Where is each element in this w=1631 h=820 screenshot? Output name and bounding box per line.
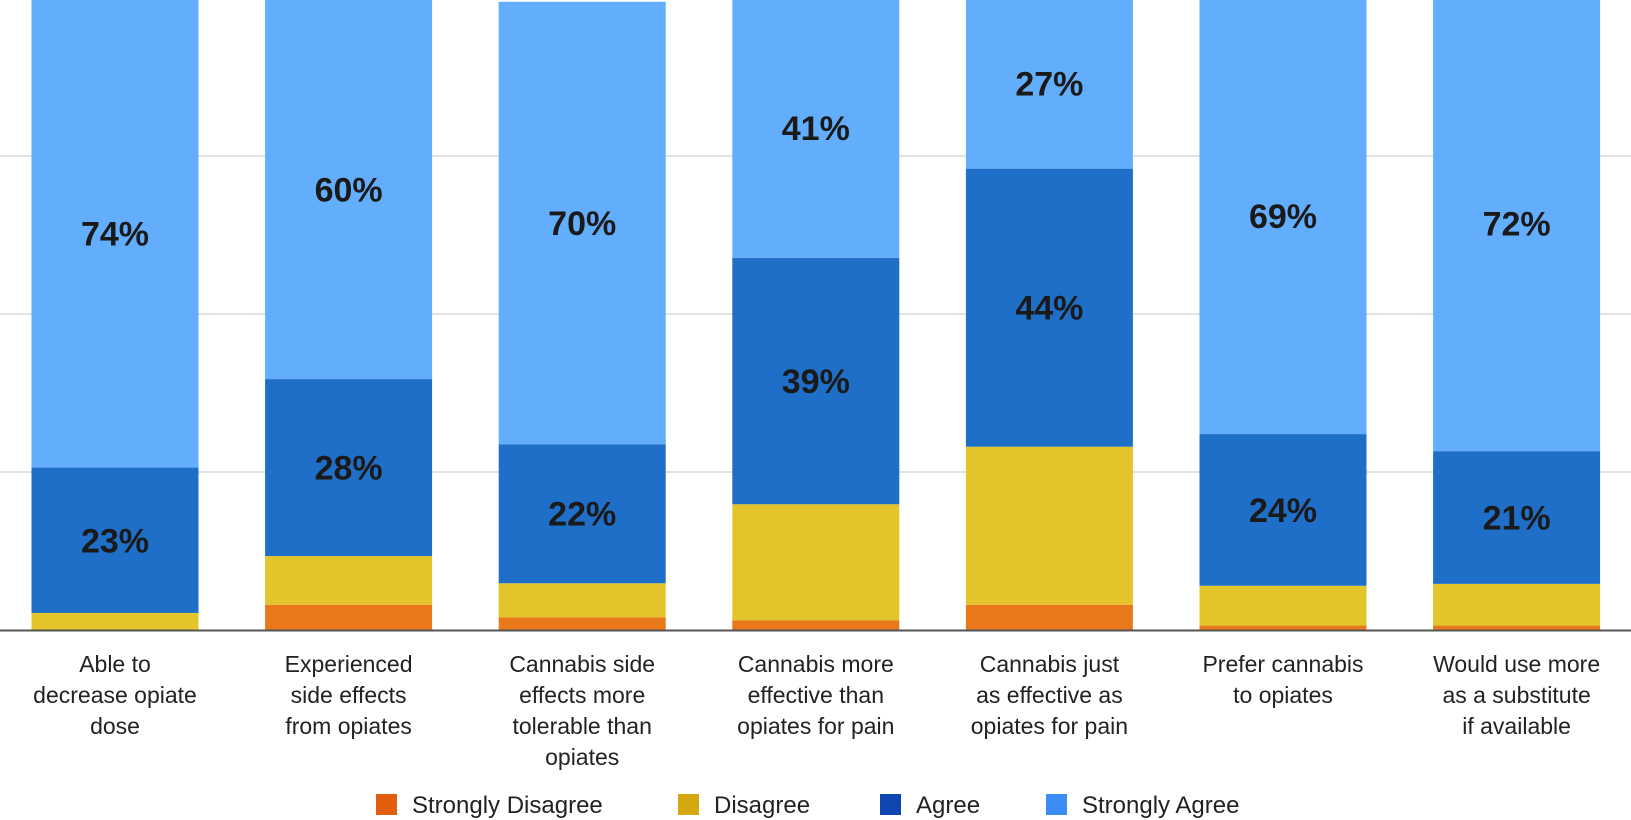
data-label: 39% [782, 363, 850, 401]
legend-label-agree: Agree [916, 792, 980, 819]
category-label: effective than [748, 682, 884, 708]
bar-segment-strongly-agree [732, 0, 900, 258]
category-label: Cannabis more [738, 651, 894, 677]
bar-segment-strongly-agree [1433, 0, 1601, 452]
bar-segment-strongly-disagree [1433, 625, 1601, 630]
data-label: 22% [548, 496, 616, 534]
bar-segment-disagree [1433, 583, 1601, 626]
category-label: to opiates [1233, 682, 1333, 708]
bar-segment-disagree [732, 504, 900, 621]
bar-segment-disagree [265, 556, 433, 605]
category-label: opiates [545, 744, 619, 770]
legend-swatch-agree [880, 794, 901, 815]
legend-label-strongly-disagree: Strongly Disagree [412, 792, 603, 819]
bar-segment-strongly-disagree [265, 604, 433, 630]
data-label: 74% [81, 216, 149, 254]
bar-segment-agree [1199, 434, 1367, 586]
bar-segment-strongly-agree [31, 0, 199, 468]
data-label: 21% [1483, 500, 1551, 538]
category-label: opiates for pain [971, 713, 1128, 739]
data-label: 28% [315, 450, 383, 488]
legend: Strongly Disagree Disagree Agree Strongly A… [376, 792, 1239, 819]
category-label: from opiates [285, 713, 412, 739]
category-label: decrease opiate [33, 682, 197, 708]
bar-segment-strongly-agree [1199, 0, 1367, 435]
category-label: if available [1462, 713, 1571, 739]
bar-segment-agree [498, 444, 666, 584]
category-label: Able to [79, 651, 151, 677]
legend-swatch-strongly-agree [1046, 794, 1067, 815]
category-label: Would use more [1433, 651, 1600, 677]
category-label: effects more [519, 682, 645, 708]
data-label: 60% [315, 171, 383, 209]
bar-segment-disagree [31, 612, 199, 630]
bar-segment-disagree [1199, 585, 1367, 626]
bar-segment-disagree [498, 583, 666, 618]
category-label: Cannabis just [980, 651, 1120, 677]
bar-segment-strongly-agree [265, 0, 433, 380]
category-label: as a substitute [1442, 682, 1590, 708]
category-label: Cannabis side [509, 651, 655, 677]
data-label: 27% [1015, 65, 1083, 103]
bar-segment-agree [1433, 451, 1601, 584]
legend-label-disagree: Disagree [714, 792, 810, 819]
bar-segment-strongly-agree [965, 0, 1133, 169]
bar-segment-strongly-disagree [498, 617, 666, 630]
bar-segment-agree [965, 168, 1133, 447]
bar-segment-disagree [965, 446, 1133, 605]
bar-segment-agree [265, 379, 433, 557]
category-label: side effects [291, 682, 407, 708]
data-label: 41% [782, 110, 850, 148]
data-label: 44% [1015, 290, 1083, 328]
data-label: 24% [1249, 492, 1317, 530]
data-label: 69% [1249, 198, 1317, 236]
bar-segment-agree [732, 257, 900, 505]
category-label: as effective as [976, 682, 1123, 708]
legend-swatch-disagree [678, 794, 699, 815]
data-label: 72% [1483, 206, 1551, 244]
data-label: 23% [81, 522, 149, 560]
category-label: Prefer cannabis [1202, 651, 1363, 677]
data-label: 70% [548, 205, 616, 243]
bars: 23% 74% 28% 60% 22% 70% 39% 41% 44% 27% 24% 69% 21% 7… [31, 0, 1601, 630]
bar-segment-agree [31, 467, 199, 613]
bar-segment-strongly-agree [498, 1, 666, 445]
bar-segment-strongly-disagree [732, 620, 900, 630]
legend-swatch-strongly-disagree [376, 794, 397, 815]
category-label: dose [90, 713, 140, 739]
category-label: tolerable than [513, 713, 652, 739]
category-labels: Able to decrease opiate dose Experienced sid… [33, 651, 1600, 770]
category-label: opiates for pain [737, 713, 894, 739]
bar-segment-strongly-disagree [1199, 625, 1367, 630]
bar-segment-strongly-disagree [965, 604, 1133, 630]
category-label: Experienced [285, 651, 413, 677]
legend-label-strongly-agree: Strongly Agree [1082, 792, 1239, 819]
